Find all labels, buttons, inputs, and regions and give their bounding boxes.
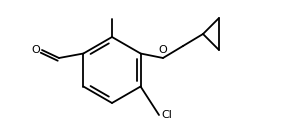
Text: O: O: [31, 45, 40, 55]
Text: Cl: Cl: [161, 110, 172, 120]
Text: O: O: [159, 45, 167, 55]
